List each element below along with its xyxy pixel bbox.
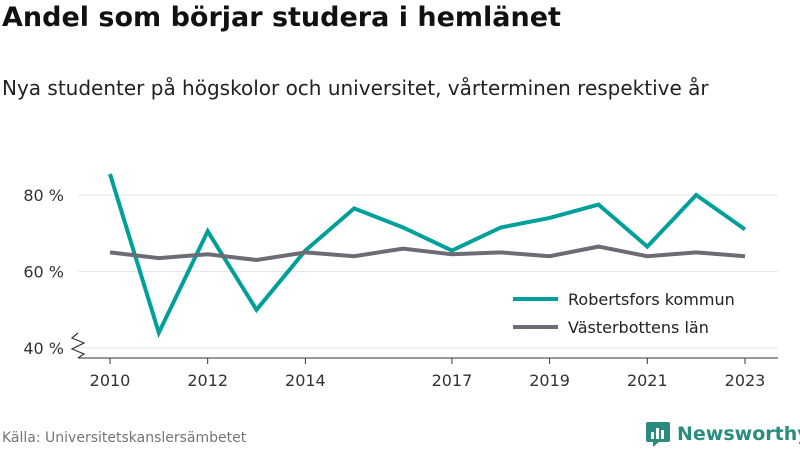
axis-break-icon — [70, 332, 86, 359]
y-tick-label: 60 % — [23, 263, 64, 282]
x-tick-label: 2023 — [725, 371, 766, 390]
x-tick-label: 2019 — [529, 371, 570, 390]
x-tick-label: 2012 — [187, 371, 228, 390]
chart-subtitle: Nya studenter på högskolor och universit… — [2, 76, 709, 100]
brand-name: Newsworthy — [677, 423, 800, 445]
legend-label: Robertsfors kommun — [568, 290, 735, 309]
y-tick-label: 40 % — [23, 339, 64, 358]
newsworthy-logo: Newsworthy — [645, 420, 800, 448]
x-tick-label: 2010 — [90, 371, 131, 390]
series-line-1 — [108, 173, 747, 339]
grid-lines — [78, 194, 778, 349]
y-tick-label: 80 % — [23, 186, 64, 205]
x-axis: 2010 2012 2014 2017 2019 2021 2023 — [78, 357, 778, 390]
chart-title: Andel som börjar studera i hemlänet — [2, 2, 561, 33]
legend-label: Västerbottens län — [568, 318, 709, 337]
x-tick-label: 2021 — [627, 371, 668, 390]
x-tick-label: 2014 — [285, 371, 326, 390]
source-note: Källa: Universitetskanslersämbetet — [2, 430, 247, 446]
x-tick-label: 2017 — [432, 371, 473, 390]
legend: Robertsfors kommun Västerbottens län — [513, 290, 735, 337]
y-axis: 40 % 60 % 80 % — [23, 186, 86, 359]
series-lines — [108, 173, 747, 339]
chart-logo-icon — [646, 422, 670, 447]
series-line-2 — [109, 244, 746, 263]
